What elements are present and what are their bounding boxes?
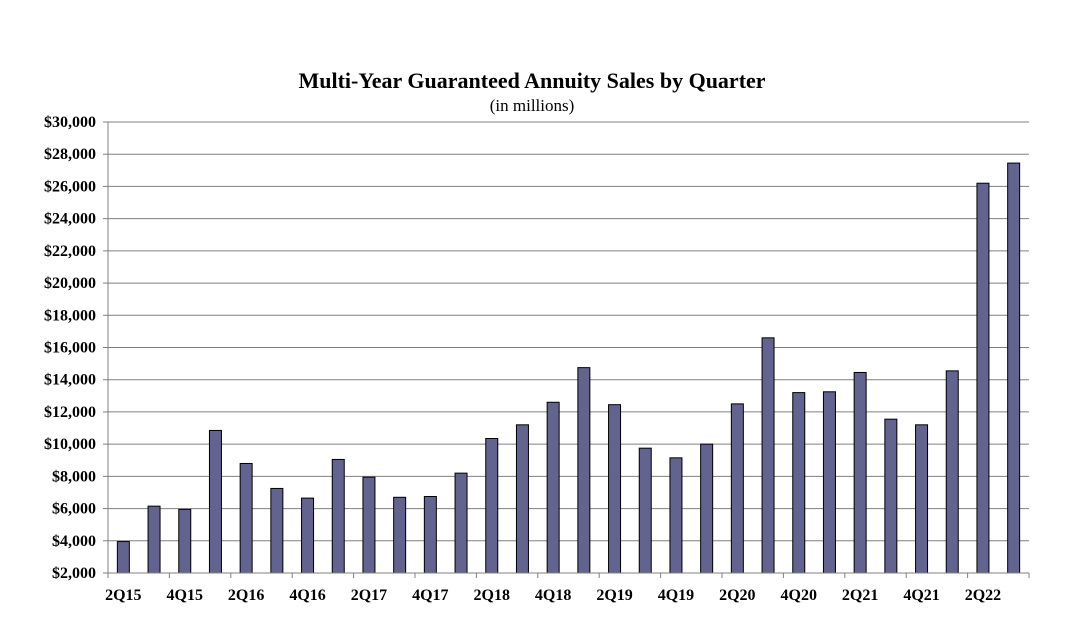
bar-1q18 [454,472,468,574]
x-tick-label: 4Q18 [535,587,571,604]
bar-3q18 [515,424,529,574]
y-tick-label: $22,000 [44,243,96,260]
bar-4q15 [178,508,192,574]
bar-2q15 [116,541,130,574]
bar-1q16 [208,429,222,574]
y-tick-label: $28,000 [44,146,96,163]
y-tick-label: $16,000 [44,340,96,357]
axes [103,121,1030,578]
bar-2q16 [239,462,253,574]
x-tick-label: 2Q17 [351,587,387,604]
bar-2q20 [730,403,744,574]
x-tick-label: 4Q19 [658,587,694,604]
x-tick-label: 2Q22 [965,587,1001,604]
bar-1q22 [945,370,959,574]
bar-2q21 [853,371,867,574]
y-axis-ticks: $2,000 $4,000 $6,000 $8,000 $10,000 $12,000 $1… [44,114,96,582]
bar-1q17 [331,458,345,574]
chart-subtitle: (in millions) [490,96,575,115]
x-tick-label: 2Q20 [719,587,755,604]
bar-3q20 [761,337,775,574]
x-axis-ticks: 2Q15 4Q15 2Q16 4Q16 2Q17 4Q17 2Q18 4Q18 2Q19 4Q19… [105,587,1001,604]
bar-3q19 [638,447,652,574]
y-tick-label: $8,000 [52,468,96,485]
bar-3q21 [884,418,898,574]
y-tick-label: $6,000 [52,501,96,518]
bar-3q15 [147,505,161,574]
bar-2q22 [976,182,990,574]
x-tick-label: 4Q20 [781,587,817,604]
x-tick-label: 2Q16 [228,587,264,604]
bar-4q21 [915,424,929,574]
bar-1q20 [700,443,714,574]
bar-3q17 [393,496,407,574]
x-tick-label: 2Q19 [596,587,632,604]
bar-3q16 [270,487,284,574]
bar-4q19 [669,457,683,574]
y-tick-label: $26,000 [44,178,96,195]
bar-4q17 [423,495,437,574]
x-tick-label: 2Q21 [842,587,878,604]
x-tick-label: 2Q18 [474,587,510,604]
y-tick-label: $30,000 [44,114,96,131]
chart-title: Multi-Year Guaranteed Annuity Sales by Q… [298,68,765,93]
y-tick-label: $14,000 [44,372,96,389]
bar-2q17 [362,476,376,574]
y-tick-label: $20,000 [44,275,96,292]
bars [116,162,1021,574]
bar-4q20 [792,392,806,574]
x-tick-label: 4Q15 [167,587,203,604]
bar-1q19 [577,367,591,574]
bar-4q18 [546,401,560,574]
y-tick-label: $12,000 [44,404,96,421]
bar-4q16 [301,497,315,574]
y-tick-label: $18,000 [44,307,96,324]
bar-3q22 [1007,162,1021,574]
y-tick-label: $4,000 [52,533,96,550]
x-tick-label: 4Q16 [289,587,325,604]
y-tick-label: $10,000 [44,436,96,453]
x-tick-label: 4Q17 [412,587,448,604]
gridlines [108,121,1029,542]
x-tick-label: 4Q21 [903,587,939,604]
y-tick-label: $24,000 [44,211,96,228]
x-tick-label: 2Q15 [105,587,141,604]
bar-1q21 [822,391,836,574]
y-tick-label: $2,000 [52,565,96,582]
bar-2q18 [485,438,499,574]
bar-2q19 [608,404,622,574]
